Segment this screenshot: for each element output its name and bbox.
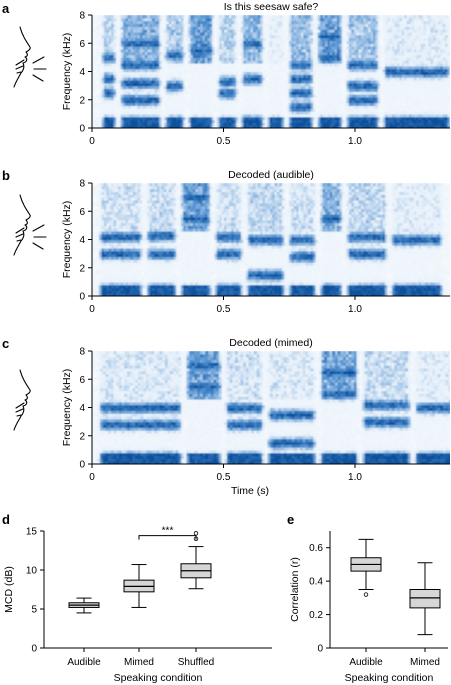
- boxplot-mcd: 0 5 10 15 Audible Mimed Shuffled *** MCD (dB) Spe…: [3, 526, 272, 684]
- y-tick-label: 5: [31, 605, 37, 616]
- panel-letter-c: c: [2, 336, 9, 351]
- face-mimed-icon: [13, 369, 31, 431]
- panel-letter-b: b: [2, 168, 10, 183]
- y-tick-label: 0.4: [309, 577, 323, 588]
- y-tick-label: 10: [26, 566, 38, 577]
- y-tick-label: 8: [79, 347, 85, 358]
- y-tick-label: 4: [79, 235, 85, 246]
- box-audible: [68, 597, 100, 614]
- spectrogram-cells: [92, 15, 450, 128]
- x-tick-label: 0: [89, 136, 95, 147]
- y-tick-label: 0: [79, 292, 85, 303]
- y-tick-label: 6: [79, 39, 85, 50]
- box-mimed: [409, 562, 441, 636]
- y-axis-label: Frequency (kHz): [61, 33, 73, 111]
- x-tick-label: 0.5: [217, 304, 231, 315]
- y-tick-label: 0: [79, 124, 85, 135]
- y-tick-label: 4: [79, 403, 85, 414]
- x-axis-label: Speaking condition: [114, 672, 203, 684]
- y-tick-label: 8: [79, 179, 85, 190]
- chart-title: Decoded (mimed): [229, 337, 312, 349]
- x-tick-label: 1.0: [348, 136, 362, 147]
- box-mimed: [123, 564, 155, 608]
- y-tick-label: 2: [79, 431, 85, 442]
- y-tick-label: 0: [317, 644, 323, 655]
- x-tick-label: 0.5: [217, 136, 231, 147]
- y-tick-label: 0: [79, 460, 85, 471]
- spectrogram-c: 0 2 4 6 8 0 0.5 1.0 Decoded (mimed) Frequency (kH…: [61, 337, 450, 497]
- y-axis-label: Frequency (kHz): [61, 369, 73, 447]
- y-tick-label: 0.2: [309, 610, 323, 621]
- y-tick-label: 0.6: [309, 543, 323, 554]
- x-axis-label: Time (s): [231, 485, 269, 497]
- x-tick-label: 1.0: [348, 472, 362, 483]
- box-audible: [350, 538, 382, 597]
- y-axis-label: Correlation (r): [289, 557, 301, 622]
- significance-label: ***: [162, 526, 174, 537]
- category-label: Audible: [67, 657, 101, 668]
- x-tick-label: 1.0: [348, 304, 362, 315]
- y-tick-label: 2: [79, 263, 85, 274]
- x-axis-label: Speaking condition: [345, 672, 434, 684]
- chart-title: Is this seesaw safe?: [224, 1, 319, 13]
- y-tick-label: 2: [79, 95, 85, 106]
- x-tick-label: 0: [89, 304, 95, 315]
- box-shuffled: [180, 531, 212, 590]
- chart-title: Decoded (audible): [228, 169, 314, 181]
- category-label: Shuffled: [178, 657, 215, 668]
- y-tick-label: 8: [79, 11, 85, 22]
- box-iqr: [409, 589, 441, 609]
- y-axis-label: MCD (dB): [3, 566, 15, 613]
- category-label: Audible: [349, 657, 383, 668]
- significance-bracket: [138, 535, 197, 540]
- x-tick-label: 0: [89, 472, 95, 483]
- spectrogram-cells: [92, 183, 450, 296]
- y-tick-label: 15: [26, 527, 38, 538]
- outlier-point: [363, 592, 369, 597]
- panel-letter-a: a: [2, 1, 10, 16]
- y-tick-label: 0: [31, 644, 37, 655]
- boxplot-correlation: 0 0.2 0.4 0.6 Audible Mimed Correlation (r) Spe…: [289, 531, 448, 684]
- spectrogram-a: 0 2 4 6 8 0 0.5 1.0 Is this seesaw safe? Frequenc…: [61, 1, 450, 147]
- panel-letter-d: d: [2, 512, 10, 527]
- face-speaking-icon: [13, 26, 47, 88]
- spectrogram-b: 0 2 4 6 8 0 0.5 1.0 Decoded (audible) Frequency (…: [61, 169, 450, 315]
- outlier-point: [193, 531, 199, 536]
- y-tick-label: 6: [79, 207, 85, 218]
- panel-letter-e: e: [287, 512, 294, 527]
- spectrogram-cells: [92, 351, 450, 464]
- y-axis-label: Frequency (kHz): [61, 201, 73, 279]
- y-tick-label: 6: [79, 375, 85, 386]
- category-label: Mimed: [410, 657, 440, 668]
- x-tick-label: 0.5: [217, 472, 231, 483]
- face-speaking-icon: [13, 194, 47, 256]
- category-label: Mimed: [124, 657, 154, 668]
- y-tick-label: 4: [79, 67, 85, 78]
